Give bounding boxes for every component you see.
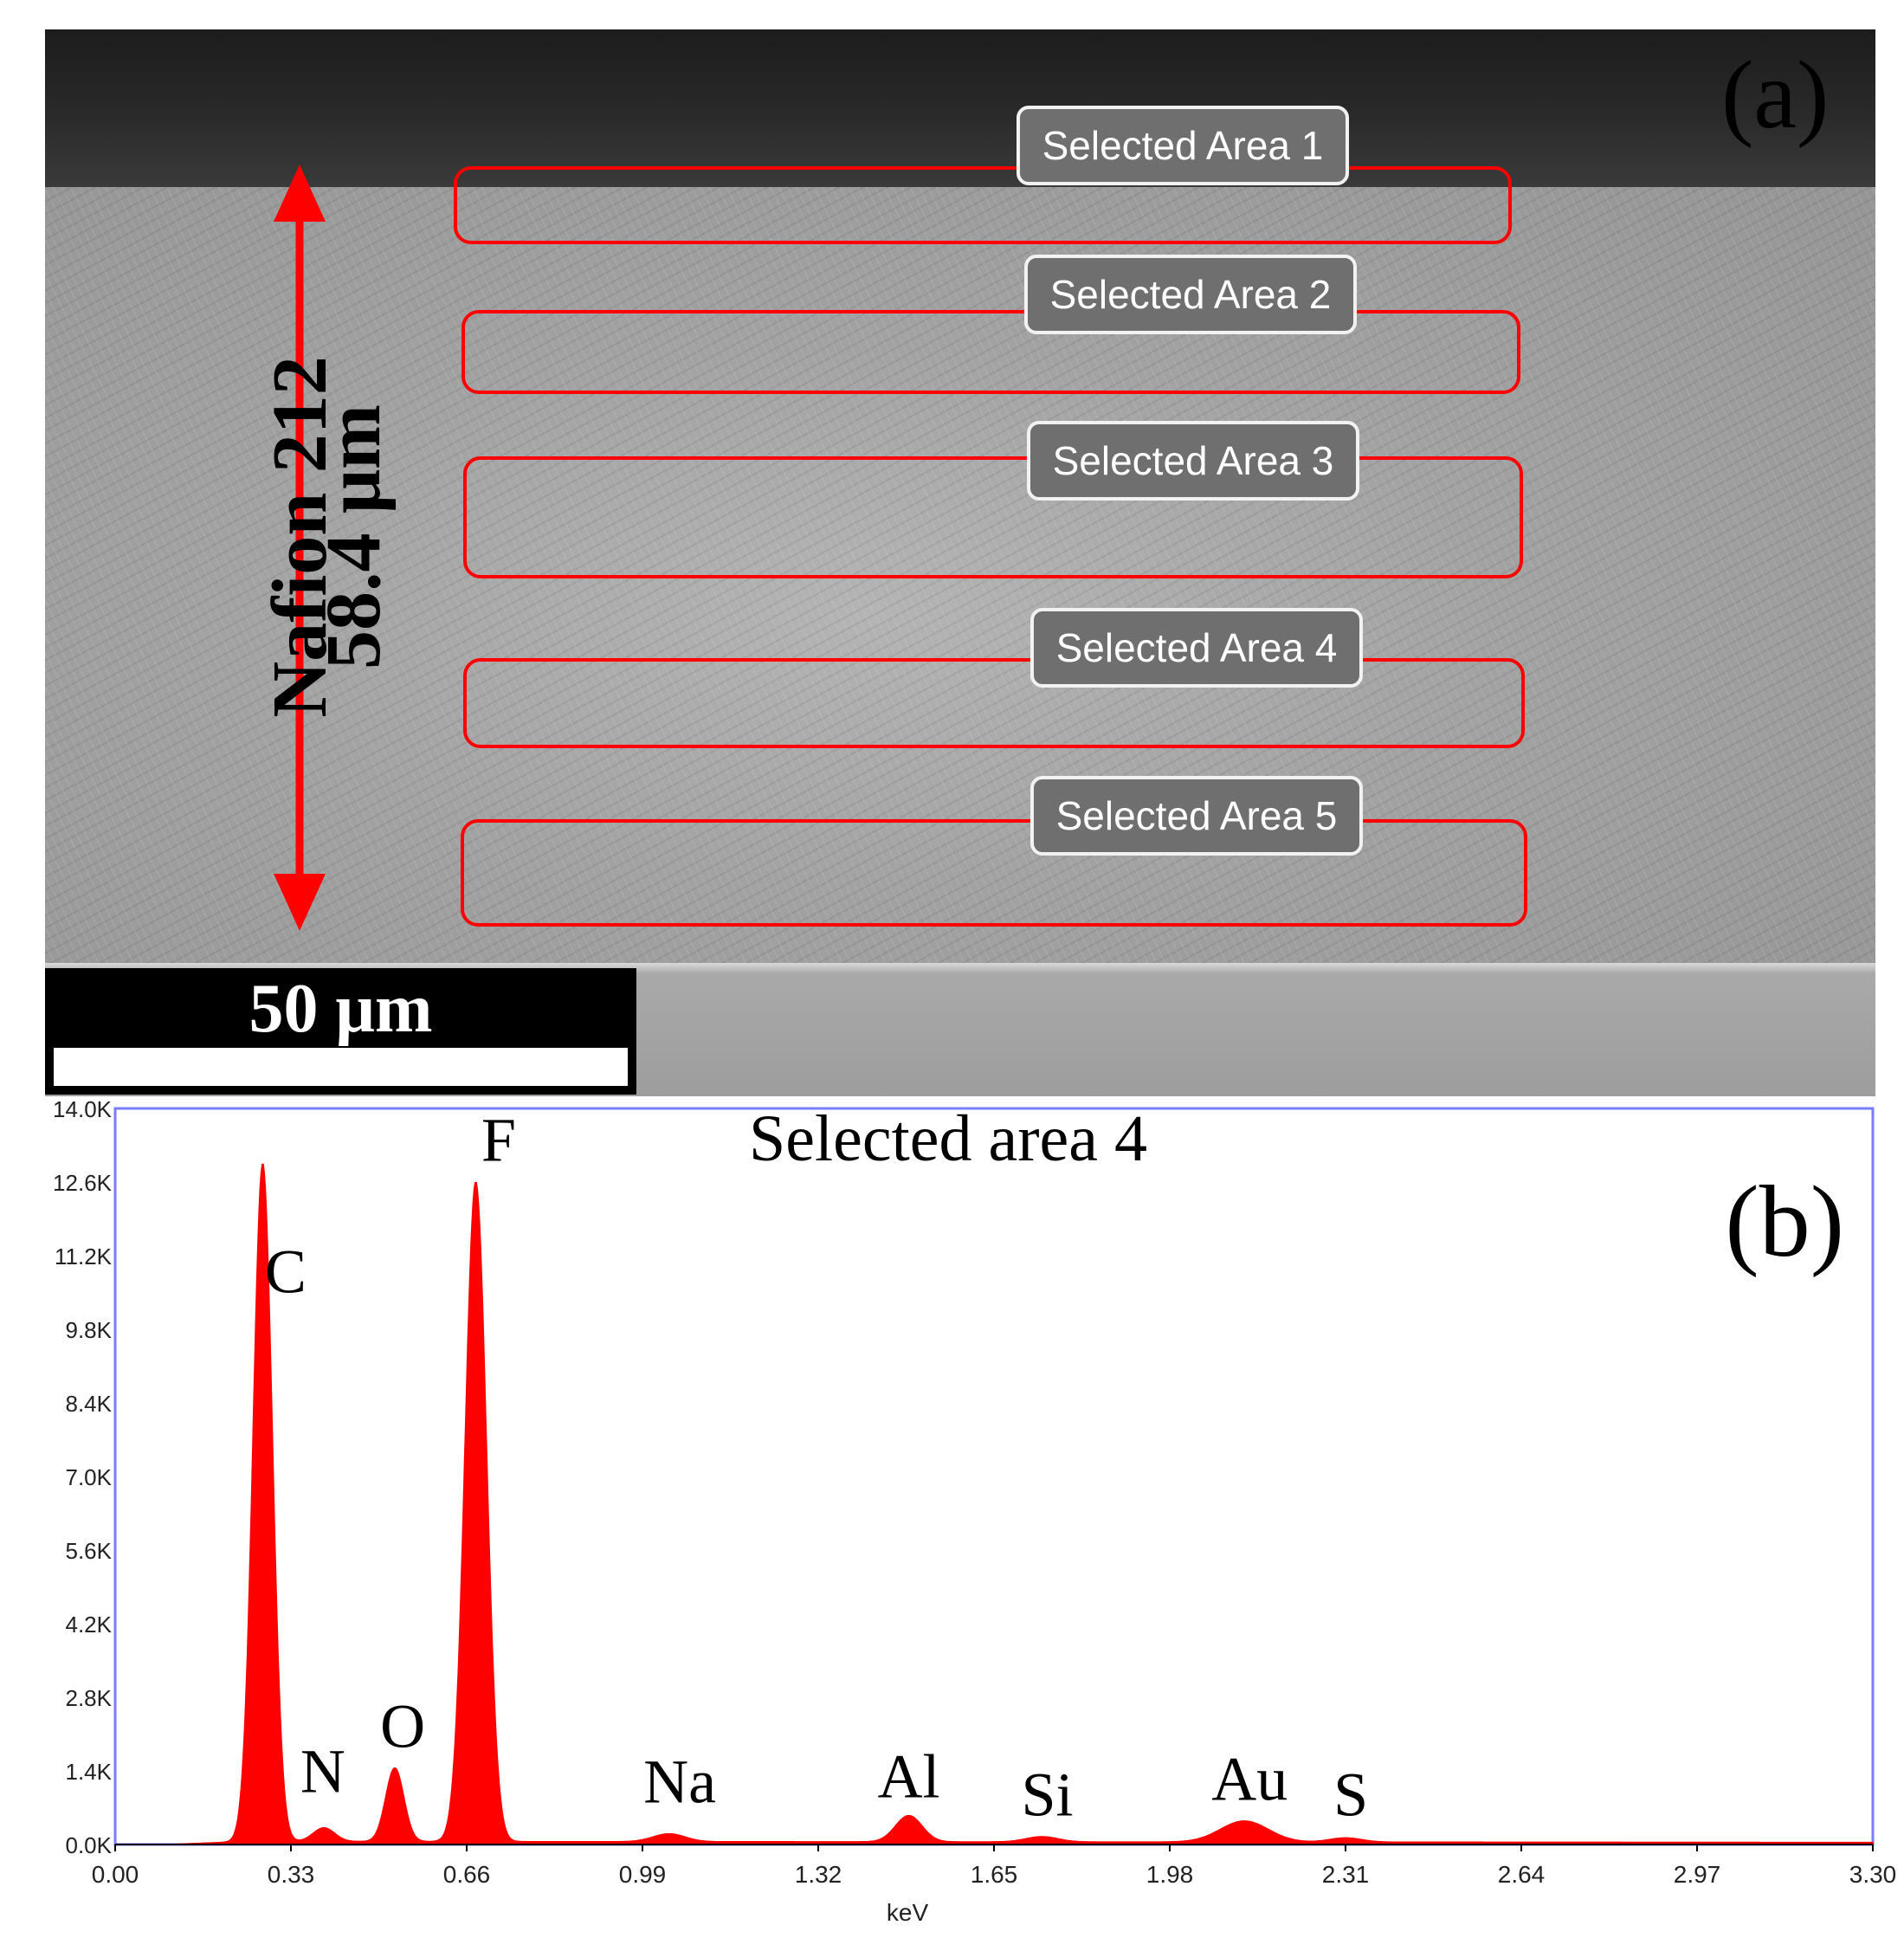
element-label-si: Si <box>1021 1760 1073 1830</box>
panel-b-label: (b) <box>1725 1165 1844 1278</box>
x-tick-label: 2.97 <box>1674 1861 1721 1888</box>
plot-frame <box>113 1107 1875 1846</box>
selected-area-3-box <box>463 456 1523 578</box>
membrane-thickness-label: 58.4 μm <box>311 404 397 669</box>
spectrum-area <box>115 1163 1874 1845</box>
y-tick-label: 12.6K <box>53 1170 113 1196</box>
selected-area-2-label: Selected Area 2 <box>1024 255 1357 334</box>
x-tick-label: 2.64 <box>1498 1861 1546 1888</box>
element-label-o: O <box>380 1692 425 1761</box>
selected-area-3-label: Selected Area 3 <box>1027 421 1359 501</box>
chart-title: Selected area 4 <box>749 1102 1147 1175</box>
element-label-n: N <box>300 1736 345 1806</box>
x-tick-label: 1.32 <box>795 1861 842 1888</box>
x-tick-label: 2.31 <box>1322 1861 1370 1888</box>
selected-area-1-label: Selected Area 1 <box>1017 106 1349 185</box>
y-tick-label: 7.0K <box>66 1464 113 1490</box>
y-tick-label: 11.2K <box>55 1244 113 1269</box>
y-tick-label: 2.8K <box>66 1685 113 1711</box>
selected-area-1-box <box>454 166 1512 244</box>
thickness-arrow <box>274 165 326 931</box>
selected-area-4-label: Selected Area 4 <box>1030 608 1363 688</box>
x-tick-label: 0.66 <box>443 1861 491 1888</box>
element-label-f: F <box>481 1106 516 1175</box>
y-tick-label: 8.4K <box>66 1391 113 1417</box>
x-tick-label: 1.98 <box>1146 1861 1194 1888</box>
top-substrate-layer <box>45 29 1875 187</box>
selected-area-4-box <box>463 658 1525 748</box>
y-tick-label: 5.6K <box>66 1538 113 1564</box>
element-label-c: C <box>265 1237 307 1307</box>
y-tick-label: 4.2K <box>66 1612 113 1638</box>
panel-a-label: (a) <box>1721 42 1830 149</box>
selected-area-5-box <box>461 819 1527 927</box>
x-tick-label: 1.65 <box>971 1861 1018 1888</box>
x-axis-label: keV <box>887 1899 929 1926</box>
element-label-s: S <box>1333 1760 1368 1830</box>
x-tick-label: 3.30 <box>1849 1861 1897 1888</box>
y-tick-label: 0.0K <box>66 1832 113 1858</box>
selected-area-5-label: Selected Area 5 <box>1030 776 1363 856</box>
y-tick-label: 9.8K <box>66 1317 113 1343</box>
selected-area-2-box <box>461 310 1520 394</box>
x-tick-label: 0.00 <box>92 1861 139 1888</box>
element-label-au: Au <box>1211 1744 1288 1813</box>
y-tick-label: 1.4K <box>66 1759 113 1785</box>
scale-bar: 50 μm <box>45 968 636 1095</box>
element-label-na: Na <box>643 1747 716 1816</box>
element-label-al: Al <box>878 1741 940 1811</box>
scale-bar-line <box>54 1048 628 1086</box>
x-tick-label: 0.33 <box>268 1861 315 1888</box>
x-tick-label: 0.99 <box>619 1861 667 1888</box>
scale-bar-text: 50 μm <box>248 971 433 1047</box>
sem-image <box>45 29 1875 1096</box>
y-tick-label: 14.0K <box>53 1100 113 1122</box>
eds-spectrum-chart: 0.00 0.33 0.66 0.99 1.32 1.65 1.98 2.31 2.64 2.97… <box>53 1100 1897 1926</box>
